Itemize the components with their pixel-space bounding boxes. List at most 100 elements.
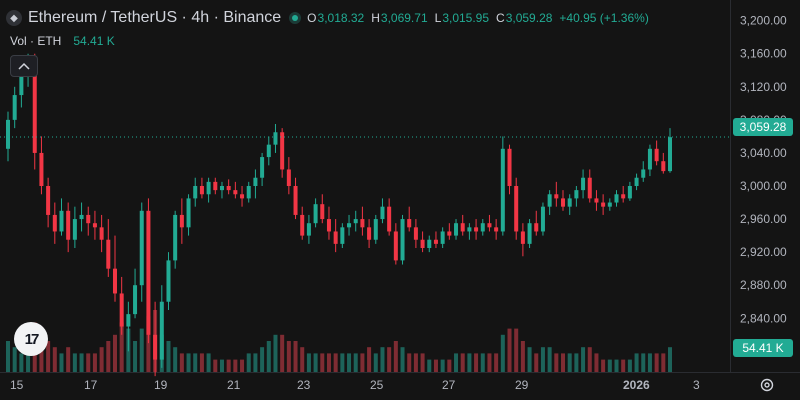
candle-body[interactable] [514, 186, 519, 232]
candle-body[interactable] [206, 181, 211, 195]
tradingview-logo[interactable]: 17 [14, 322, 48, 356]
candle-body[interactable] [19, 70, 24, 96]
candle-body[interactable] [246, 186, 251, 199]
candle-body[interactable] [601, 202, 606, 207]
candle-body[interactable] [574, 190, 579, 199]
candle-body[interactable] [454, 223, 459, 236]
candle-body[interactable] [173, 214, 178, 261]
candle-body[interactable] [59, 210, 64, 232]
candle-body[interactable] [460, 223, 465, 232]
candle-body[interactable] [66, 210, 71, 240]
candle-body[interactable] [594, 198, 599, 203]
candle-body[interactable] [487, 223, 492, 228]
candle-body[interactable] [39, 152, 44, 186]
candle-body[interactable] [273, 132, 278, 145]
candle-body[interactable] [286, 169, 291, 186]
candle-body[interactable] [661, 161, 666, 172]
symbol-title[interactable]: Ethereum / TetherUS · 4h · Binance [28, 9, 282, 26]
candle-body[interactable] [186, 198, 191, 228]
candle-body[interactable] [667, 137, 673, 172]
collapse-legend-button[interactable] [10, 55, 38, 77]
candle-body[interactable] [587, 177, 592, 199]
candle-body[interactable] [12, 95, 17, 120]
candle-body[interactable] [179, 214, 184, 228]
candle-body[interactable] [393, 231, 398, 261]
candle-body[interactable] [373, 219, 378, 240]
candle-body[interactable] [153, 334, 158, 360]
candle-body[interactable] [413, 227, 418, 240]
candle-body[interactable] [260, 157, 265, 178]
candle-body[interactable] [561, 198, 566, 207]
candle-body[interactable] [480, 223, 485, 232]
candle-body[interactable] [52, 214, 57, 232]
candle-body[interactable] [581, 177, 586, 191]
candle-body[interactable] [126, 314, 131, 327]
candle-body[interactable] [300, 214, 305, 236]
ethereum-icon[interactable]: ◆ [6, 10, 22, 26]
candle-body[interactable] [159, 301, 164, 360]
candle-body[interactable] [400, 219, 405, 261]
candle-body[interactable] [72, 219, 77, 240]
candle-body[interactable] [99, 227, 104, 240]
candle-body[interactable] [614, 194, 619, 203]
candle-body[interactable] [320, 204, 325, 220]
candle-body[interactable] [5, 119, 11, 149]
candle-body[interactable] [520, 231, 525, 244]
candle-body[interactable] [367, 227, 372, 240]
candle-body[interactable] [380, 206, 385, 220]
candle-body[interactable] [467, 227, 472, 232]
candle-body[interactable] [387, 206, 392, 232]
candle-body[interactable] [641, 169, 646, 178]
candle-body[interactable] [353, 219, 358, 224]
candle-body[interactable] [427, 239, 432, 248]
candle-body[interactable] [293, 186, 298, 215]
candle-body[interactable] [447, 231, 452, 236]
candle-body[interactable] [226, 186, 231, 191]
candle-body[interactable] [146, 210, 151, 335]
candle-body[interactable] [166, 260, 171, 302]
candle-body[interactable] [112, 268, 117, 294]
candle-body[interactable] [647, 148, 652, 170]
candle-body[interactable] [433, 239, 438, 244]
candle-body[interactable] [266, 144, 271, 158]
candle-body[interactable] [306, 223, 311, 236]
candle-body[interactable] [534, 223, 539, 232]
candle-body[interactable] [347, 223, 352, 228]
settings-button[interactable] [758, 376, 776, 394]
candle-body[interactable] [540, 206, 545, 232]
candle-body[interactable] [86, 214, 91, 224]
candle-body[interactable] [219, 186, 224, 191]
candle-body[interactable] [440, 231, 445, 244]
candle-body[interactable] [547, 194, 552, 207]
candle-body[interactable] [507, 148, 512, 186]
candle-body[interactable] [119, 293, 124, 327]
candle-body[interactable] [500, 148, 505, 232]
candle-body[interactable] [607, 202, 612, 207]
candle-body[interactable] [92, 223, 97, 228]
candle-body[interactable] [139, 210, 144, 286]
candle-body[interactable] [233, 190, 238, 195]
candle-body[interactable] [106, 239, 111, 269]
candle-body[interactable] [621, 194, 626, 199]
candle-body[interactable] [313, 204, 318, 224]
candle-body[interactable] [634, 177, 639, 186]
market-status-icon[interactable] [289, 12, 302, 24]
candle-body[interactable] [627, 186, 632, 199]
volume-label[interactable]: Vol · ETH [10, 34, 62, 48]
candle-body[interactable] [567, 198, 572, 207]
candle-body[interactable] [407, 219, 412, 228]
candle-body[interactable] [527, 223, 532, 244]
candle-body[interactable] [32, 62, 37, 153]
candle-body[interactable] [280, 132, 285, 170]
candle-body[interactable] [193, 186, 198, 199]
candle-body[interactable] [326, 219, 331, 232]
candle-body[interactable] [340, 227, 345, 244]
candle-body[interactable] [474, 227, 479, 232]
candle-body[interactable] [333, 231, 338, 244]
candle-body[interactable] [420, 239, 425, 248]
candle-body[interactable] [253, 177, 258, 186]
candle-body[interactable] [46, 186, 51, 215]
candle-body[interactable] [554, 194, 559, 199]
